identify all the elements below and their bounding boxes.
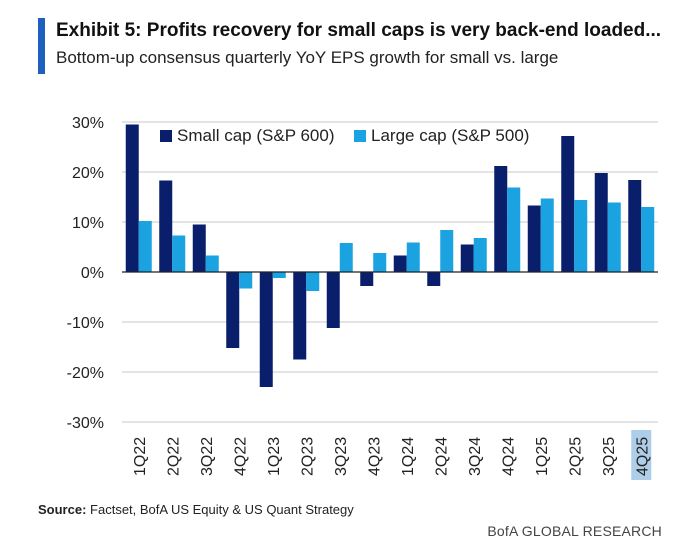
x-tick-label: 2Q23 bbox=[299, 437, 316, 476]
small-cap-bar bbox=[293, 272, 307, 360]
large-cap-bar bbox=[440, 230, 454, 272]
y-tick-label: 0% bbox=[81, 265, 104, 282]
y-tick-label: -20% bbox=[67, 365, 104, 382]
source-note: Source: Factset, BofA US Equity & US Qua… bbox=[38, 502, 354, 517]
large-cap-bar bbox=[373, 253, 387, 272]
y-tick-label: -10% bbox=[67, 315, 104, 332]
x-tick-label: 1Q24 bbox=[400, 437, 417, 476]
large-cap-bar bbox=[172, 235, 186, 272]
x-tick-highlight bbox=[631, 430, 652, 480]
y-tick-label: 10% bbox=[72, 215, 104, 232]
x-tick-label: 1Q22 bbox=[132, 437, 149, 476]
large-cap-bar bbox=[574, 200, 588, 272]
small-cap-bar bbox=[159, 180, 173, 272]
x-tick-label: 1Q23 bbox=[266, 437, 283, 476]
large-cap-bar bbox=[540, 198, 554, 272]
x-tick-label: 4Q23 bbox=[366, 437, 383, 476]
large-cap-bar bbox=[306, 272, 320, 291]
source-text: Factset, BofA US Equity & US Quant Strat… bbox=[90, 502, 354, 517]
small-cap-bar bbox=[393, 255, 407, 272]
large-cap-bar bbox=[339, 243, 353, 272]
legend-label-large-cap: Large cap (S&P 500) bbox=[371, 126, 529, 145]
bar-chart: 30% 20% 10% 0% -10% -20% -30% 1Q22 2Q22 3Q22 4Q22 1… bbox=[67, 115, 658, 480]
y-tick-label: 20% bbox=[72, 165, 104, 182]
large-cap-bar bbox=[641, 207, 655, 272]
large-cap-bar bbox=[205, 255, 219, 272]
x-tick-label: 2Q25 bbox=[567, 437, 584, 476]
chart-subtitle: Bottom-up consensus quarterly YoY EPS gr… bbox=[56, 48, 559, 67]
large-cap-bar bbox=[473, 238, 487, 272]
large-cap-bar bbox=[272, 272, 286, 278]
legend-swatch-small-cap bbox=[160, 130, 172, 142]
title-accent-bar bbox=[38, 18, 45, 74]
y-tick-label: 30% bbox=[72, 115, 104, 132]
x-tick-label: 4Q22 bbox=[232, 437, 249, 476]
x-tick-label: 3Q22 bbox=[199, 437, 216, 476]
small-cap-bar bbox=[360, 272, 374, 286]
small-cap-bar bbox=[226, 272, 240, 348]
x-tick-label: 4Q24 bbox=[500, 437, 517, 476]
x-tick-label: 2Q22 bbox=[165, 437, 182, 476]
large-cap-bar bbox=[138, 221, 152, 272]
source-label: Source: bbox=[38, 502, 87, 517]
small-cap-bar bbox=[427, 272, 441, 286]
x-tick-label: 1Q25 bbox=[534, 437, 551, 476]
large-cap-bar bbox=[406, 242, 420, 272]
small-cap-bar bbox=[259, 272, 273, 387]
x-tick-label: 3Q25 bbox=[601, 437, 618, 476]
legend-swatch-large-cap bbox=[354, 130, 366, 142]
large-cap-bar bbox=[507, 187, 521, 272]
x-tick-label: 4Q25 bbox=[634, 437, 651, 476]
small-cap-bar bbox=[460, 244, 474, 272]
x-tick-label: 3Q24 bbox=[467, 437, 484, 476]
small-cap-bar bbox=[192, 224, 206, 272]
small-cap-bar bbox=[628, 180, 642, 272]
chart-title: Exhibit 5: Profits recovery for small ca… bbox=[56, 20, 662, 41]
small-cap-bar bbox=[561, 136, 575, 272]
x-tick-label: 3Q23 bbox=[333, 437, 350, 476]
small-cap-bar bbox=[125, 124, 139, 272]
legend-label-small-cap: Small cap (S&P 600) bbox=[177, 126, 334, 145]
small-cap-bar bbox=[527, 205, 541, 272]
small-cap-bar bbox=[494, 166, 508, 272]
small-cap-bar bbox=[326, 272, 340, 328]
small-cap-bar bbox=[594, 173, 608, 272]
x-tick-label: 2Q24 bbox=[433, 437, 450, 476]
y-tick-label: -30% bbox=[67, 415, 104, 432]
brand-label: BofA GLOBAL RESEARCH bbox=[487, 523, 662, 539]
large-cap-bar bbox=[239, 272, 253, 289]
large-cap-bar bbox=[607, 202, 621, 272]
